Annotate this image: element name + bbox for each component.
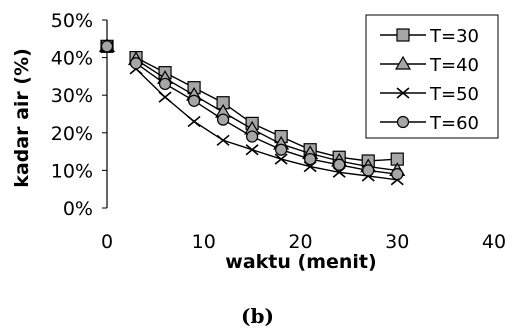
legend-item: T=30 <box>380 26 479 47</box>
series-line <box>135 62 398 175</box>
data-point <box>158 77 172 91</box>
series-T=30 <box>100 39 404 168</box>
y-axis-ticks: 0% 10% 20% 30% 40% 50% <box>51 10 107 220</box>
legend-item: T=60 <box>380 113 479 134</box>
legend-marker <box>396 115 410 129</box>
y-tick-label: 50% <box>51 10 93 32</box>
y-tick-label: 40% <box>51 48 93 70</box>
y-tick-label: 30% <box>51 85 93 107</box>
data-point <box>391 168 404 181</box>
y-axis-title: kadar air (%) <box>11 48 33 188</box>
x-axis-ticks: 0 10 20 30 40 <box>101 231 506 253</box>
data-point <box>158 91 172 103</box>
data-point <box>333 158 346 171</box>
legend-label: T=30 <box>429 26 479 47</box>
series-layer <box>98 38 406 186</box>
data-point <box>246 130 259 143</box>
data-point <box>100 40 114 53</box>
data-point <box>245 144 259 156</box>
legend-marker <box>396 28 410 42</box>
y-tick-label: 10% <box>51 160 93 182</box>
series-line <box>135 58 398 172</box>
legend-item: T=50 <box>380 84 479 105</box>
y-tick-label: 20% <box>51 123 93 145</box>
legend-label: T=50 <box>429 84 479 105</box>
line-chart: 0% 10% 20% 30% 40% 50% 0 10 20 30 40 kadar air (%… <box>11 10 506 273</box>
data-point <box>274 153 288 165</box>
series-line <box>135 68 398 181</box>
data-point <box>129 57 143 70</box>
x-tick-label: 0 <box>101 231 113 253</box>
x-axis-title: waktu (menit) <box>225 251 376 273</box>
figure-caption: (b) <box>241 304 274 328</box>
data-point <box>187 94 201 107</box>
legend-marker <box>396 87 410 99</box>
data-point <box>362 164 375 177</box>
series-line <box>135 56 398 162</box>
data-point <box>304 153 317 166</box>
x-tick-label: 40 <box>482 231 506 253</box>
legend-marker <box>394 55 412 70</box>
x-tick-label: 20 <box>288 231 312 253</box>
y-tick-label: 0% <box>63 198 93 220</box>
series-T=60 <box>100 40 404 181</box>
legend-label: T=40 <box>429 55 479 76</box>
data-point <box>216 134 230 146</box>
legend-label: T=60 <box>429 113 479 134</box>
legend: T=30 T=40 T=50 T=60 <box>365 14 499 139</box>
x-tick-label: 10 <box>192 231 216 253</box>
x-tick-label: 30 <box>385 231 409 253</box>
series-T=40 <box>98 38 406 176</box>
data-point <box>187 115 201 128</box>
data-point <box>275 143 288 156</box>
legend-item: T=40 <box>380 55 479 76</box>
data-point <box>217 113 230 126</box>
